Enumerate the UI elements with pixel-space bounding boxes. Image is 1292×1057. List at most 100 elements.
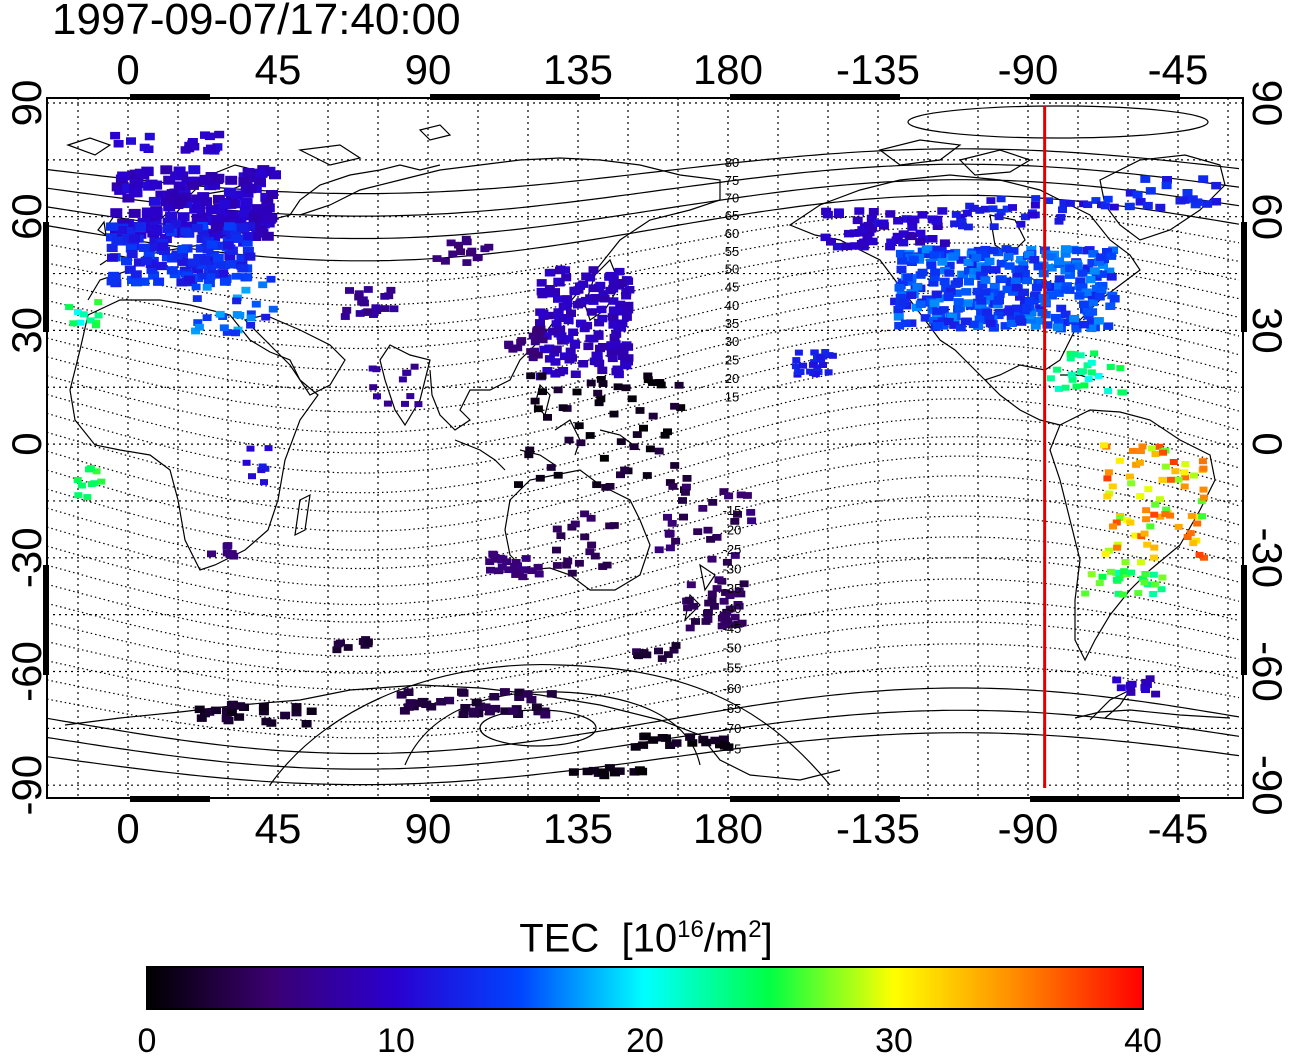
tec-cell xyxy=(1197,498,1206,505)
tec-cell xyxy=(670,462,680,469)
tec-cell xyxy=(1008,247,1019,255)
tec-cell xyxy=(499,688,510,696)
tec-cell xyxy=(1041,250,1052,258)
tec-cell xyxy=(1006,312,1017,320)
tec-cell xyxy=(1046,253,1057,261)
tec-cell xyxy=(1031,283,1042,292)
tec-cell xyxy=(200,197,212,207)
tec-cell xyxy=(613,383,623,391)
tec-cell xyxy=(1087,369,1096,376)
tec-cell xyxy=(1015,315,1026,323)
tec-cell xyxy=(1144,486,1153,493)
tec-cell xyxy=(1104,267,1115,276)
tec-cell xyxy=(543,414,552,421)
tec-cell xyxy=(588,266,599,274)
tec-cell xyxy=(1087,291,1098,300)
magnetic-contour-label: 15 xyxy=(725,390,739,405)
magnetic-contour-label: 75 xyxy=(725,173,739,188)
tec-cell xyxy=(531,703,542,711)
tec-cell xyxy=(205,265,217,274)
tec-cell xyxy=(1135,198,1146,206)
lon-tick-label-bottom: -45 xyxy=(1148,805,1209,852)
tec-cell xyxy=(1019,269,1030,278)
magnetic-contour-label: -50 xyxy=(723,641,742,656)
tec-cell xyxy=(665,479,675,486)
tec-cell xyxy=(722,558,732,566)
lon-tick-label-top: 90 xyxy=(405,46,452,93)
tec-cell xyxy=(580,533,590,541)
tec-cell xyxy=(1199,486,1208,493)
tec-cell xyxy=(1025,316,1036,324)
tec-cell xyxy=(554,368,565,377)
tec-cell xyxy=(552,525,562,533)
tec-cell xyxy=(535,474,545,482)
tec-cell xyxy=(226,246,238,255)
tec-cell xyxy=(701,738,712,747)
tec-cell xyxy=(106,243,118,253)
tec-cell xyxy=(1117,389,1126,396)
tec-cell xyxy=(1198,513,1207,520)
tec-cell xyxy=(824,369,833,376)
tec-cell xyxy=(201,176,214,186)
tec-cell xyxy=(972,267,983,275)
tec-cell xyxy=(234,713,245,721)
tec-cell xyxy=(177,249,188,258)
tec-cell xyxy=(665,741,676,749)
tec-cell xyxy=(266,275,276,283)
tec-cell xyxy=(1000,322,1011,330)
tec-cell xyxy=(517,337,527,344)
tec-cell xyxy=(528,354,538,362)
tec-cell xyxy=(593,332,604,340)
tec-cell xyxy=(538,309,549,317)
tec-cell xyxy=(426,703,437,711)
tec-cell xyxy=(586,308,597,316)
tec-cell xyxy=(1072,262,1083,270)
tec-cell xyxy=(163,202,176,212)
tec-cell xyxy=(569,286,580,295)
tec-cell xyxy=(129,234,140,243)
tec-cell xyxy=(144,132,155,141)
tec-cell xyxy=(261,198,274,208)
tec-cell xyxy=(944,261,955,270)
tec-cell xyxy=(131,278,142,287)
tec-cell xyxy=(444,696,455,705)
colorbar-tick-label: 10 xyxy=(377,1022,415,1057)
tec-cell xyxy=(332,646,342,654)
tec-cell xyxy=(816,354,825,360)
tec-cell xyxy=(143,181,156,191)
tec-cell xyxy=(595,281,606,290)
tec-cell xyxy=(669,646,679,654)
tec-cell xyxy=(1026,246,1037,254)
lat-tick-label-left: 0 xyxy=(3,432,50,455)
tec-cell xyxy=(562,295,573,303)
tec-cell xyxy=(808,361,817,368)
tec-cell xyxy=(712,585,722,592)
tec-cell xyxy=(265,213,278,223)
tec-cell xyxy=(386,286,396,294)
tec-cell xyxy=(403,688,414,696)
magnetic-contour-label: -70 xyxy=(723,721,742,736)
tec-cell xyxy=(596,395,606,403)
tec-cell xyxy=(555,325,566,334)
tec-cell xyxy=(471,698,482,707)
tec-cell xyxy=(246,445,255,452)
tec-cell xyxy=(480,703,491,711)
tec-cell xyxy=(975,262,986,270)
tec-cell xyxy=(1087,259,1098,267)
tec-cell xyxy=(1095,580,1104,587)
tec-cell xyxy=(560,266,571,274)
tec-cell xyxy=(1044,197,1053,205)
tec-cell xyxy=(248,212,261,222)
tec-cell xyxy=(590,552,600,560)
tec-cell xyxy=(617,319,628,328)
tec-cell xyxy=(1091,273,1102,281)
tec-cell xyxy=(908,255,919,264)
tec-cell xyxy=(707,555,717,563)
tec-cell xyxy=(1002,205,1012,213)
tec-cell xyxy=(1141,571,1150,577)
tec-cell xyxy=(504,340,514,348)
tec-cell xyxy=(222,236,234,245)
tec-cell xyxy=(1090,350,1099,357)
lat-tick-label-right: 60 xyxy=(1244,193,1291,240)
tec-cell xyxy=(195,244,207,253)
